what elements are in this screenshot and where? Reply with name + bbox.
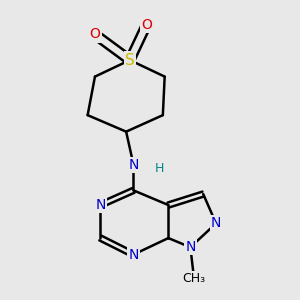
Text: N: N xyxy=(211,216,221,230)
Text: N: N xyxy=(128,248,139,262)
Text: O: O xyxy=(89,27,100,41)
Text: O: O xyxy=(141,18,152,32)
Text: N: N xyxy=(95,198,106,212)
Text: CH₃: CH₃ xyxy=(182,272,206,285)
Text: N: N xyxy=(128,158,139,172)
Text: H: H xyxy=(154,162,164,175)
Text: N: N xyxy=(185,240,196,254)
Text: S: S xyxy=(125,52,135,68)
